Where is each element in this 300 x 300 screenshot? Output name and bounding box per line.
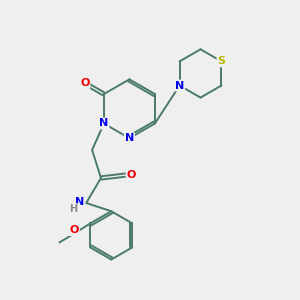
Text: N: N — [99, 118, 109, 128]
Text: H: H — [69, 204, 77, 214]
Text: S: S — [218, 56, 225, 66]
Text: O: O — [127, 170, 136, 180]
Text: N: N — [125, 133, 134, 143]
Text: O: O — [70, 225, 79, 235]
Text: N: N — [75, 196, 84, 206]
Text: N: N — [175, 80, 184, 91]
Text: O: O — [80, 78, 89, 88]
